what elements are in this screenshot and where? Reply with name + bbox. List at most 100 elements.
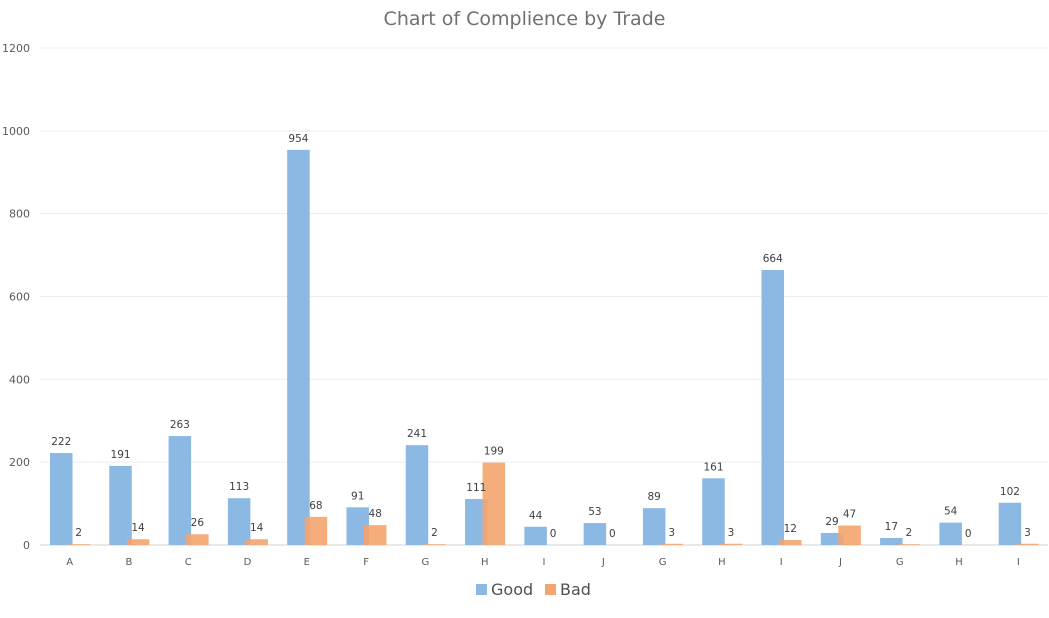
data-label-bad: 3 (728, 527, 735, 539)
data-label-bad: 14 (250, 522, 264, 534)
legend: Good Bad (476, 580, 591, 599)
y-tick-label: 0 (23, 539, 30, 552)
bar-bad (897, 544, 921, 545)
data-label-good: 53 (588, 506, 601, 518)
x-tick-label: H (955, 557, 963, 568)
data-labels: 2222191142632611314954689148241211119944… (51, 133, 1031, 540)
bar-good (287, 149, 310, 545)
data-label-good: 17 (885, 521, 898, 533)
bar-good (820, 532, 844, 545)
x-tick-label: E (304, 557, 310, 568)
data-label-good: 89 (648, 491, 661, 503)
data-label-bad: 2 (75, 527, 82, 539)
x-tick-label: B (126, 557, 133, 568)
bar-good (880, 537, 903, 545)
bar-bad (363, 525, 387, 545)
x-tick-label: G (422, 557, 430, 568)
bar-good (761, 269, 785, 545)
legend-label-good: Good (491, 580, 533, 599)
legend-swatch-good (476, 584, 487, 595)
data-label-bad: 14 (131, 522, 145, 534)
data-label-good: 161 (703, 461, 723, 473)
x-tick-label: A (66, 557, 73, 568)
y-tick-label: 1200 (2, 42, 30, 55)
y-tick-label: 800 (9, 208, 30, 221)
x-tick-label: D (244, 557, 252, 568)
data-label-bad: 68 (309, 500, 322, 512)
data-label-bad: 47 (843, 509, 856, 521)
y-tick-label: 600 (9, 291, 30, 304)
data-label-good: 29 (825, 516, 838, 528)
bar-bad (67, 544, 90, 545)
y-axis-ticks: 0 200 400 600 800 1000 1200 (2, 42, 30, 552)
bar-good (939, 522, 962, 545)
data-label-bad: 2 (906, 527, 913, 539)
grid-lines (40, 47, 1048, 546)
x-tick-label: H (481, 557, 489, 568)
data-label-bad: 12 (784, 523, 797, 535)
data-label-good: 664 (763, 253, 783, 265)
bar-bad (779, 540, 802, 545)
y-tick-label: 1000 (2, 125, 30, 138)
data-label-bad: 0 (550, 528, 557, 540)
bar-good (168, 436, 192, 545)
y-tick-label: 400 (9, 373, 30, 386)
bar-bad (719, 543, 743, 545)
bar-good (702, 478, 725, 545)
chart-title: Chart of Complience by Trade (383, 8, 666, 30)
bar-bad (1016, 543, 1039, 545)
bar-good (405, 445, 429, 545)
bars (50, 149, 1039, 545)
x-tick-label: I (543, 557, 546, 568)
data-label-good: 241 (407, 428, 427, 440)
data-label-bad: 0 (609, 528, 616, 540)
data-label-bad: 2 (431, 527, 438, 539)
data-label-good: 111 (466, 482, 486, 494)
bar-good (465, 499, 488, 545)
x-tick-label: I (780, 557, 783, 568)
bar-bad (423, 544, 446, 545)
data-label-good: 102 (1000, 486, 1020, 498)
x-tick-label: J (601, 557, 605, 568)
x-tick-label: H (718, 557, 726, 568)
bar-good (583, 523, 607, 545)
x-tick-label: C (185, 557, 192, 568)
data-label-good: 263 (170, 419, 190, 431)
data-label-good: 44 (529, 510, 543, 522)
data-label-bad: 48 (369, 508, 382, 520)
data-label-bad: 3 (1024, 527, 1031, 539)
data-label-bad: 0 (965, 528, 972, 540)
data-label-good: 222 (51, 436, 71, 448)
data-label-bad: 3 (668, 527, 675, 539)
bar-bad (482, 462, 506, 545)
data-label-good: 54 (944, 506, 958, 518)
bar-good (50, 453, 73, 545)
bar-good (524, 526, 547, 545)
bar-bad (838, 525, 861, 545)
legend-label-bad: Bad (560, 580, 591, 599)
bar-bad (660, 543, 683, 545)
x-tick-label: J (838, 557, 842, 568)
bar-good (346, 507, 369, 545)
bar-good (998, 502, 1022, 545)
bar-bad (186, 534, 209, 545)
data-label-good: 954 (288, 133, 308, 145)
data-label-good: 91 (351, 490, 364, 502)
data-label-good: 191 (111, 449, 131, 461)
data-label-bad: 26 (191, 517, 205, 529)
bar-good (227, 498, 251, 545)
bar-bad (304, 516, 328, 545)
bar-good (642, 508, 666, 545)
bar-bad (245, 539, 268, 545)
data-label-good: 113 (229, 481, 249, 493)
legend-swatch-bad (545, 584, 556, 595)
x-tick-label: G (659, 557, 667, 568)
x-tick-label: G (896, 557, 904, 568)
x-tick-label: I (1017, 557, 1020, 568)
y-tick-label: 200 (9, 456, 30, 469)
bar-good (109, 465, 132, 545)
bar-bad (126, 539, 150, 545)
